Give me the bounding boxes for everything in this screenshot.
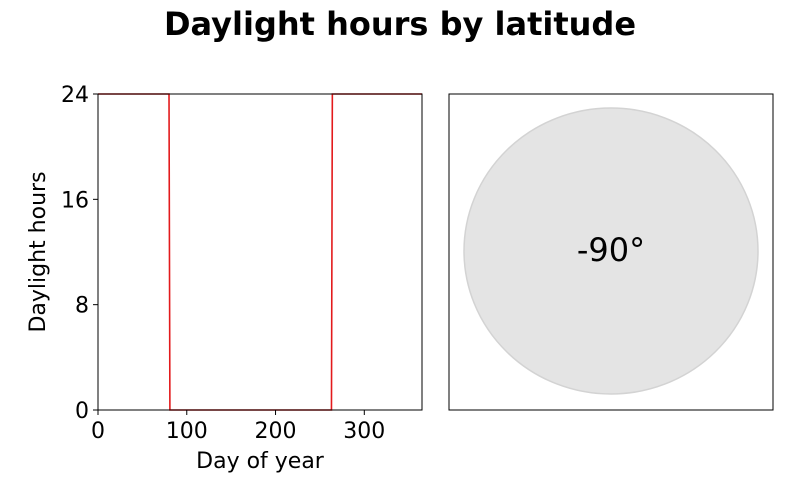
line-panel: 0 100 200 300 0 8 16 24 Day of year Daylight hour… — [26, 83, 423, 474]
y-tick-label: 16 — [61, 188, 89, 213]
chart-title: Daylight hours by latitude — [164, 5, 636, 43]
plot-frame — [97, 93, 423, 411]
latitude-label: -90° — [577, 231, 645, 269]
x-tick-label: 300 — [343, 419, 385, 444]
y-axis-label: Daylight hours — [26, 171, 51, 332]
x-axis-label: Day of year — [196, 449, 325, 474]
x-tick-label: 0 — [91, 419, 105, 444]
latitude-panel-frame — [448, 93, 774, 411]
y-tick-label: 24 — [61, 83, 89, 108]
latitude-circle — [463, 107, 759, 395]
x-tick-label: 100 — [166, 419, 208, 444]
x-tick-label: 200 — [255, 419, 297, 444]
series-line-0 — [98, 93, 422, 411]
y-tick-label: 8 — [75, 294, 89, 319]
latitude-panel: -90° — [448, 93, 774, 411]
y-tick-label: 0 — [75, 399, 89, 424]
